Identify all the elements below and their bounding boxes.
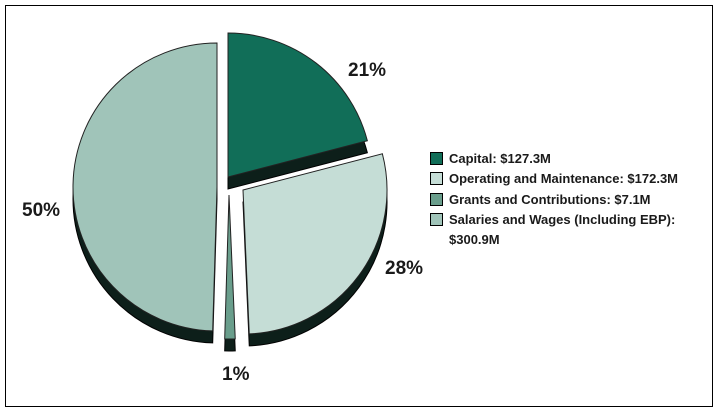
legend-item-salaries: Salaries and Wages (Including EBP): bbox=[430, 210, 678, 231]
legend-swatch bbox=[430, 151, 443, 165]
legend-label: Grants and Contributions: $7.1M bbox=[449, 191, 651, 207]
pie-slice-operating bbox=[242, 153, 388, 335]
pct-label-capital: 21% bbox=[348, 60, 387, 81]
legend-label: Salaries and Wages (Including EBP): bbox=[449, 212, 676, 228]
legend-item-operating: Operating and Maintenance: $172.3M bbox=[430, 169, 678, 190]
pie-slice-capital bbox=[227, 32, 368, 178]
pct-label-grants: 1% bbox=[222, 364, 250, 385]
legend-label: Operating and Maintenance: $172.3M bbox=[449, 171, 679, 187]
chart-frame bbox=[5, 5, 713, 407]
legend-label-continued: $300.9M bbox=[449, 232, 500, 247]
pct-label-salaries: 50% bbox=[22, 200, 61, 221]
pct-label-operating: 28% bbox=[385, 258, 424, 279]
legend: Capital: $127.3M Operating and Maintenan… bbox=[430, 148, 678, 250]
legend-swatch bbox=[430, 172, 443, 186]
legend-swatch bbox=[430, 213, 443, 227]
legend-item-grants: Grants and Contributions: $7.1M bbox=[430, 189, 678, 210]
pie-slice-grants bbox=[224, 194, 236, 340]
pie-slice-salaries bbox=[72, 42, 218, 332]
legend-item-capital: Capital: $127.3M bbox=[430, 148, 678, 169]
legend-swatch bbox=[430, 192, 443, 206]
legend-label: Capital: $127.3M bbox=[449, 150, 551, 166]
